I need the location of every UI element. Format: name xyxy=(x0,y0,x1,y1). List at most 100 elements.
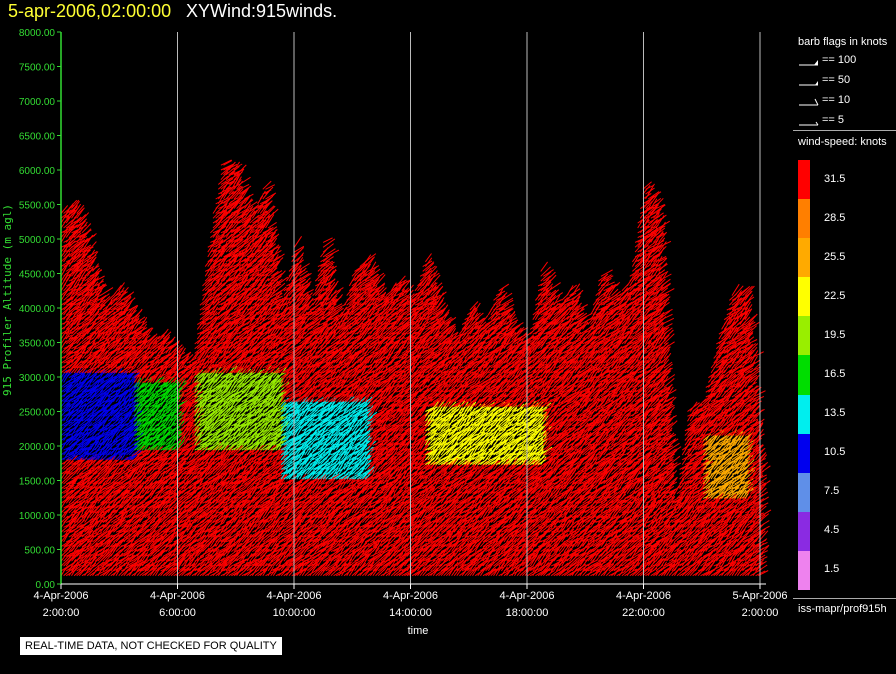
wind-barb xyxy=(92,263,99,272)
wind-barb xyxy=(89,556,97,567)
wind-barb xyxy=(94,315,107,325)
wind-barb xyxy=(102,548,110,557)
wind-barb xyxy=(92,453,102,461)
wind-barb xyxy=(126,413,133,422)
wind-barb xyxy=(73,447,84,456)
wind-barb xyxy=(86,505,97,519)
wind-barb xyxy=(126,560,137,567)
wind-barb xyxy=(63,386,72,398)
wind-barb xyxy=(65,351,74,359)
wind-barb xyxy=(65,220,77,229)
wind-barb xyxy=(84,547,96,557)
wind-barb xyxy=(68,537,80,548)
wind-barb xyxy=(92,272,100,282)
wind-barb xyxy=(110,504,119,514)
wind-barb xyxy=(100,534,113,543)
wind-barb xyxy=(84,301,91,311)
wind-barb xyxy=(86,249,96,263)
wind-barb xyxy=(84,386,94,393)
wind-barb xyxy=(115,512,124,523)
wind-barb xyxy=(123,543,135,552)
wind-barb xyxy=(63,285,72,296)
wind-barb xyxy=(73,453,84,461)
wind-barb xyxy=(118,329,129,340)
wind-barb xyxy=(84,463,93,470)
wind-barb xyxy=(63,460,74,470)
wind-barb xyxy=(78,433,90,446)
wind-barb xyxy=(123,538,135,548)
wind-barb xyxy=(92,296,99,306)
wind-barb xyxy=(78,231,90,243)
wind-barb xyxy=(73,230,81,238)
wind-barb xyxy=(86,409,97,417)
wind-barb xyxy=(97,492,106,499)
wind-barb xyxy=(81,284,91,292)
wind-barb xyxy=(118,378,126,388)
wind-barb xyxy=(100,505,111,514)
wind-barb xyxy=(68,284,79,296)
wind-barb xyxy=(100,379,111,388)
wind-barb xyxy=(60,370,70,383)
wind-barb xyxy=(81,369,88,378)
wind-barb xyxy=(92,357,105,364)
wind-barb xyxy=(89,489,99,499)
wind-barb xyxy=(86,454,96,461)
wind-barb xyxy=(86,241,97,253)
wind-barb xyxy=(115,320,127,330)
wind-barb xyxy=(68,531,77,538)
wind-barb xyxy=(76,361,86,369)
wind-barb xyxy=(99,551,110,562)
wind-barb xyxy=(94,404,106,417)
wind-barb xyxy=(94,352,104,364)
wind-barb xyxy=(81,318,91,326)
wind-barb xyxy=(65,207,76,219)
wind-barb xyxy=(118,308,131,316)
wind-barb xyxy=(71,540,80,548)
wind-barb xyxy=(113,372,124,379)
wind-barb xyxy=(71,199,80,209)
wind-barb xyxy=(86,534,95,543)
wind-barb xyxy=(78,364,88,374)
wind-barb xyxy=(78,276,87,287)
wind-barb xyxy=(79,463,91,470)
wind-barb xyxy=(102,541,109,552)
wind-barb xyxy=(68,382,79,393)
wind-barb xyxy=(86,305,97,316)
wind-barb xyxy=(97,441,105,451)
wind-barb xyxy=(94,480,103,490)
wind-barb xyxy=(73,381,82,388)
wind-barb xyxy=(123,461,131,470)
wind-barb xyxy=(99,451,107,461)
wind-barb xyxy=(89,341,96,350)
wind-barb xyxy=(78,385,88,393)
wind-barb xyxy=(102,332,112,345)
wind-barb xyxy=(81,466,95,475)
wind-barb xyxy=(115,323,126,335)
wind-barb xyxy=(120,339,130,350)
wind-barb xyxy=(118,360,128,369)
wind-barb xyxy=(84,525,93,533)
wind-barb xyxy=(123,296,132,306)
wind-barb xyxy=(102,439,113,451)
wind-barb xyxy=(92,485,102,494)
wind-barb xyxy=(71,482,85,490)
wind-barb xyxy=(99,435,109,446)
wind-barb xyxy=(73,564,83,572)
wind-barb xyxy=(81,228,92,238)
wind-barb xyxy=(89,256,97,267)
wind-barb xyxy=(97,369,105,379)
wind-barb xyxy=(123,379,131,388)
wind-barb xyxy=(78,398,88,408)
wind-barb xyxy=(121,457,134,466)
wind-barb xyxy=(73,432,88,441)
wind-barb xyxy=(60,384,72,393)
wind-barb xyxy=(81,450,90,461)
wind-barb xyxy=(84,485,97,495)
wind-barb xyxy=(113,516,125,524)
wind-profile-plot: 0.00500.001000.001500.002000.002500.0030… xyxy=(1,28,788,637)
wind-barb xyxy=(97,558,111,567)
wind-barb xyxy=(78,212,90,224)
wind-barb xyxy=(110,468,121,480)
wind-barb xyxy=(99,350,108,359)
wind-barb xyxy=(94,399,108,408)
